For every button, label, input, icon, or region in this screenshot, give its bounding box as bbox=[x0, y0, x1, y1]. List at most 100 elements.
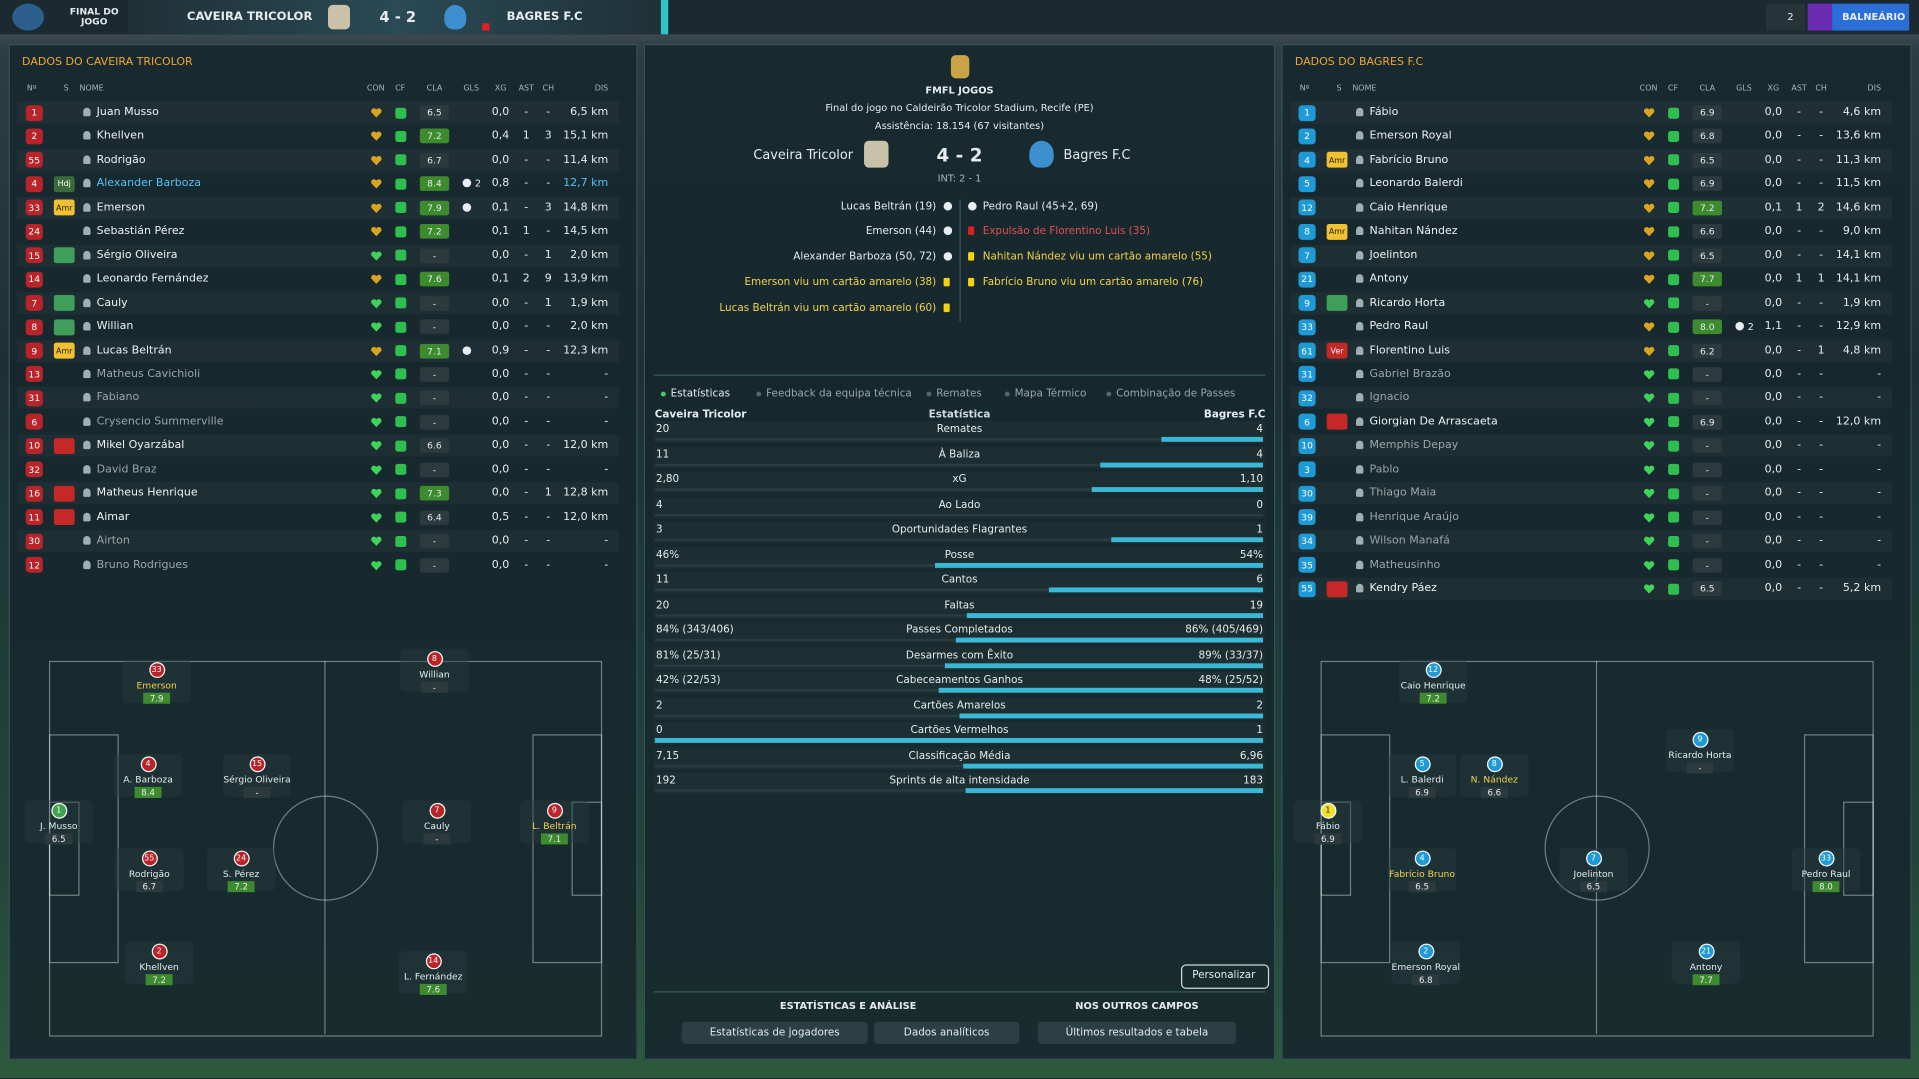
rating: 6.9 bbox=[1699, 107, 1715, 119]
tab[interactable]: Mapa Térmico bbox=[1014, 387, 1087, 401]
action-button[interactable] bbox=[1037, 1021, 1237, 1044]
tab[interactable]: Remates bbox=[936, 387, 982, 401]
rating-box bbox=[1692, 509, 1722, 525]
stat-name: Cartões Vermelhos bbox=[910, 724, 1009, 737]
tab[interactable]: Feedback da equipa técnica bbox=[766, 387, 912, 401]
chances: - bbox=[1819, 582, 1824, 595]
player-number: 24 bbox=[28, 226, 41, 238]
assists: - bbox=[524, 106, 529, 119]
rating-box bbox=[419, 248, 450, 263]
panel-title: DADOS DO CAVEIRA TRICOLOR bbox=[22, 56, 193, 69]
fitness-icon bbox=[395, 107, 407, 119]
stat-bar-away bbox=[938, 687, 1263, 693]
penalty-box bbox=[48, 734, 119, 964]
xg: 0,0 bbox=[491, 249, 510, 262]
status-tag bbox=[1326, 152, 1348, 169]
users-count: 2 bbox=[1787, 11, 1794, 23]
pitch-rating: 7.2 bbox=[152, 975, 166, 986]
player-number: 7 bbox=[31, 297, 38, 309]
rating: 7.1 bbox=[427, 345, 442, 357]
pitch-rating: 7.2 bbox=[1426, 693, 1440, 704]
condition-icon bbox=[1643, 536, 1655, 546]
pitch-rating: 8.0 bbox=[1819, 882, 1833, 893]
player-name: Airton bbox=[96, 534, 130, 548]
stat-home: 4 bbox=[655, 498, 663, 511]
rating: - bbox=[1705, 392, 1709, 404]
tab[interactable]: Combinação de Passes bbox=[1116, 387, 1236, 401]
status-tag-label: Amr bbox=[56, 345, 73, 356]
xg: 0,0 bbox=[491, 392, 510, 405]
xg: 0,0 bbox=[1764, 392, 1783, 405]
fitness-icon bbox=[1668, 273, 1680, 285]
stat-home: 192 bbox=[655, 774, 676, 787]
pitch-name: Antony bbox=[1689, 961, 1723, 973]
action-button[interactable] bbox=[873, 1021, 1020, 1044]
tab[interactable]: Estatísticas bbox=[670, 387, 730, 401]
assists: - bbox=[1797, 130, 1802, 143]
rating: - bbox=[432, 416, 437, 428]
player-icon bbox=[83, 131, 91, 141]
rating: - bbox=[432, 368, 437, 380]
menu-button[interactable] bbox=[1807, 3, 1833, 31]
pitch-name: Cauly bbox=[423, 820, 450, 832]
chances: - bbox=[1819, 558, 1824, 571]
home-event: Lucas Beltrán viu um cartão amarelo (60) bbox=[719, 302, 937, 315]
pitch-rating: 6.5 bbox=[1415, 882, 1429, 893]
condition-icon bbox=[1643, 584, 1655, 594]
rating-box bbox=[1692, 271, 1722, 287]
xg: 0,0 bbox=[491, 415, 510, 429]
player-icon bbox=[1356, 464, 1364, 474]
stat-bar-home bbox=[654, 488, 1092, 491]
player-name: Leonardo Fernández bbox=[96, 273, 209, 286]
player-number: 1 bbox=[31, 107, 38, 119]
pitch-number: 4 bbox=[1419, 853, 1425, 863]
player-number: 35 bbox=[1301, 559, 1313, 571]
rating: 6.5 bbox=[427, 107, 442, 119]
column-header: NOME bbox=[1352, 83, 1377, 94]
dressing-room-button[interactable] bbox=[1832, 3, 1910, 31]
distance: 12,3 km bbox=[563, 344, 609, 357]
fitness-icon bbox=[395, 511, 407, 523]
goals: 2 bbox=[1747, 321, 1754, 333]
distance: - bbox=[604, 534, 609, 548]
condition-icon bbox=[371, 251, 382, 261]
rating-box bbox=[419, 200, 450, 216]
pitch-number: 2 bbox=[1423, 946, 1429, 956]
number-badge bbox=[1298, 580, 1316, 597]
fitness-icon bbox=[395, 226, 407, 238]
distance: 14,1 km bbox=[1835, 273, 1882, 286]
player-number: 3 bbox=[1304, 464, 1310, 476]
chances: 2 bbox=[1817, 201, 1825, 214]
xg: 0,0 bbox=[1764, 154, 1783, 167]
number-badge bbox=[1298, 104, 1316, 121]
rating: 6.8 bbox=[1699, 130, 1715, 142]
customize-button[interactable] bbox=[1181, 964, 1270, 989]
player-number: 15 bbox=[28, 249, 41, 261]
condition-icon bbox=[1643, 393, 1655, 404]
logo bbox=[12, 3, 45, 31]
status-tag-label: Ver bbox=[1330, 345, 1344, 356]
column-header: CON bbox=[1639, 83, 1658, 94]
pitch bbox=[48, 660, 603, 1037]
fitness-icon bbox=[1668, 392, 1680, 404]
xg: 0,0 bbox=[1764, 130, 1783, 143]
pitch-rating: 6.5 bbox=[1586, 882, 1601, 893]
rating: - bbox=[1705, 368, 1709, 380]
stat-name: Classificação Média bbox=[908, 749, 1011, 762]
rating-box bbox=[419, 509, 450, 525]
player-dot bbox=[1320, 802, 1337, 819]
chances: - bbox=[1819, 296, 1824, 310]
match-score: 4 - 2 bbox=[936, 144, 983, 167]
home-crest bbox=[327, 4, 351, 30]
column-header: CON bbox=[366, 83, 385, 94]
action-button[interactable] bbox=[681, 1021, 868, 1044]
stat-home: 11 bbox=[655, 573, 670, 587]
action-button-label: Dados analíticos bbox=[903, 1026, 990, 1040]
stat-home: 84% (343/406) bbox=[655, 624, 734, 637]
stat-away: 48% (25/52) bbox=[1198, 674, 1264, 687]
sub-in-icon bbox=[53, 295, 75, 311]
assists: - bbox=[524, 320, 529, 333]
pitch-rating-box bbox=[1480, 786, 1508, 798]
fitness-icon bbox=[1668, 130, 1680, 142]
rating-box bbox=[419, 224, 450, 239]
